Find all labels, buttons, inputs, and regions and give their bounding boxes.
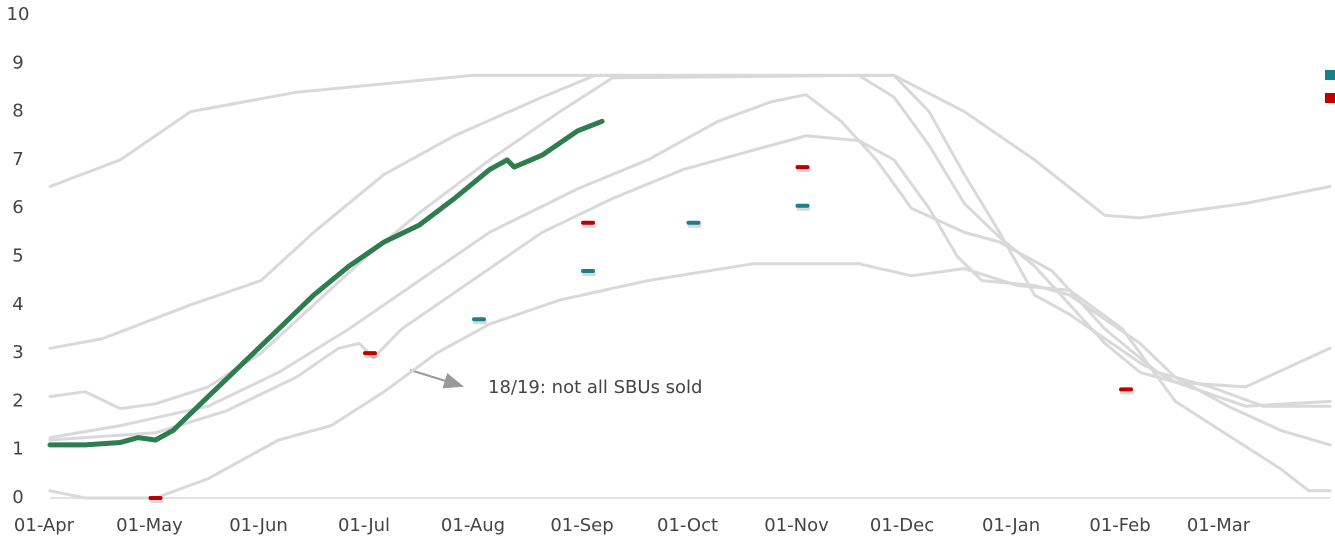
legend-swatch (1325, 93, 1335, 103)
x-tick-label: 01-Jan (982, 515, 1040, 536)
y-tick-label: 3 (12, 342, 23, 363)
x-tick-label: 01-Nov (764, 515, 829, 536)
line (48, 73, 1332, 389)
annotation-arrow (409, 369, 464, 389)
x-tick-label: 01-Sep (550, 515, 613, 536)
line (48, 262, 1332, 500)
x-tick-label: 01-Mar (1187, 515, 1251, 536)
y-tick-label: 1 (12, 439, 23, 460)
y-tick-label: 10 (7, 4, 30, 25)
line (48, 73, 1332, 411)
marker (795, 203, 810, 208)
marker (686, 220, 701, 225)
marker (1119, 387, 1134, 392)
marker (472, 317, 487, 322)
x-tick-label: 01-Jun (229, 515, 288, 536)
y-tick-label: 2 (12, 390, 23, 411)
x-tick-label: 01-May (116, 515, 183, 536)
line (48, 93, 1332, 440)
y-tick-label: 8 (12, 101, 23, 122)
y-tick-label: 0 (12, 487, 23, 508)
line (47, 118, 605, 448)
y-tick-label: 7 (12, 149, 23, 170)
marker (581, 268, 596, 273)
x-tick-label: 01-Jul (338, 515, 390, 536)
x-tick-label: 01-Feb (1089, 515, 1150, 536)
marker (795, 165, 810, 170)
x-tick-label: 01-Oct (657, 515, 718, 536)
annotation: 18/19: not all SBUs sold (488, 377, 702, 398)
marker (363, 351, 377, 356)
x-tick-label: 01-Apr (14, 515, 75, 536)
x-tick-label: 01-Dec (870, 515, 934, 536)
y-tick-label: 5 (12, 246, 23, 267)
y-tick-label: 9 (12, 52, 23, 73)
line (48, 73, 1332, 220)
marker (148, 496, 163, 500)
line (48, 134, 1332, 447)
y-tick-label: 6 (12, 197, 23, 218)
marker (581, 220, 596, 225)
x-tick-label: 01-Aug (441, 515, 505, 536)
legend-swatch (1325, 70, 1335, 80)
y-tick-label: 4 (12, 294, 23, 315)
